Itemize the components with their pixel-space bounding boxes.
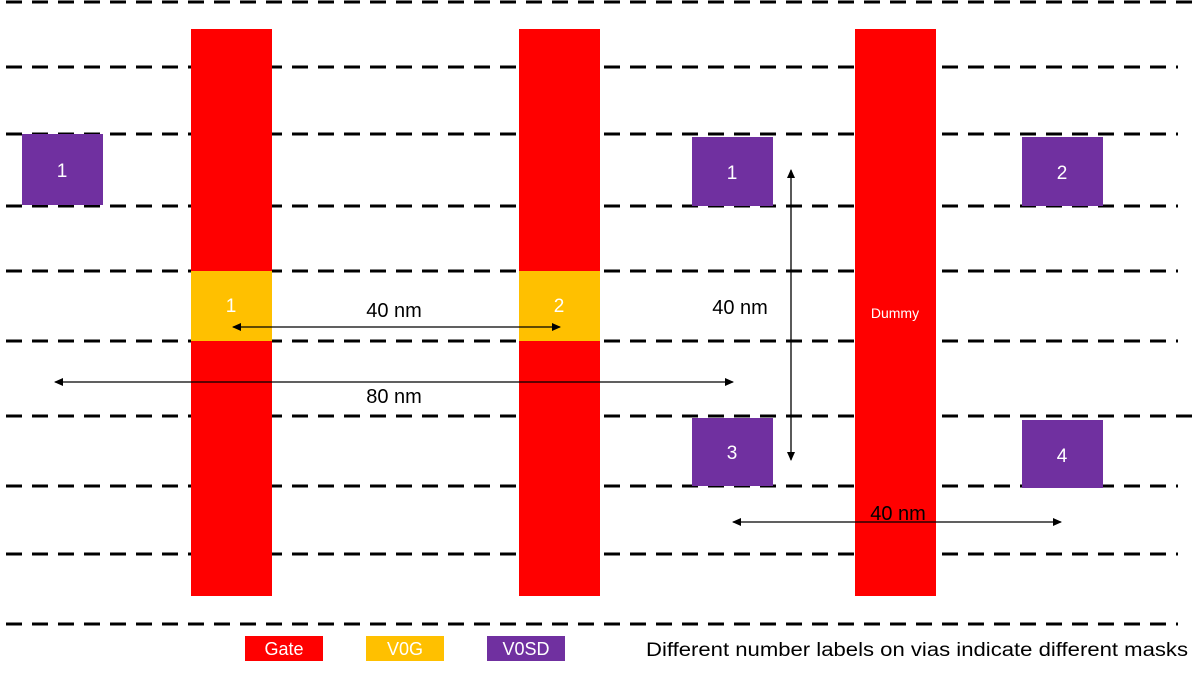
v0sd-via-3-label: 3	[727, 443, 738, 464]
v0g-via-2-label: 2	[554, 296, 565, 317]
legend-v0g-label: V0G	[387, 639, 423, 659]
track-lines	[6, 0, 1198, 626]
v0sd-via-2	[1022, 137, 1103, 206]
gate-pitch-label: 40 nm	[366, 300, 422, 322]
v0sd-via-4-label: 4	[1057, 446, 1068, 467]
legend-v0sd-swatch	[487, 636, 565, 661]
vertical-spacing-label: 40 nm	[712, 297, 768, 319]
legend-gate-swatch	[245, 636, 323, 661]
v0sd-via-4	[1022, 420, 1103, 488]
legend-v0g-swatch	[366, 636, 444, 661]
v0sd-via-3	[692, 418, 773, 486]
dummy-gate-label: Dummy	[871, 305, 919, 321]
v0sd-via-1	[692, 137, 773, 206]
v0sd-via-2-label: 2	[1057, 163, 1068, 184]
long-span-label: 80 nm	[366, 386, 422, 408]
legend-note: Different number labels on vias indicate…	[646, 640, 1188, 661]
v0g-via-1-label: 1	[226, 296, 237, 317]
legend-v0sd-label: V0SD	[502, 639, 549, 659]
legend-gate-label: Gate	[264, 639, 303, 659]
dummy-gate	[855, 29, 936, 596]
v0sd-via-1-label: 1	[727, 163, 738, 184]
v0sd-via-left-label: 1	[57, 161, 68, 182]
v0sd-via-left	[22, 134, 103, 205]
lower-spacing-label: 40 nm	[870, 503, 926, 525]
